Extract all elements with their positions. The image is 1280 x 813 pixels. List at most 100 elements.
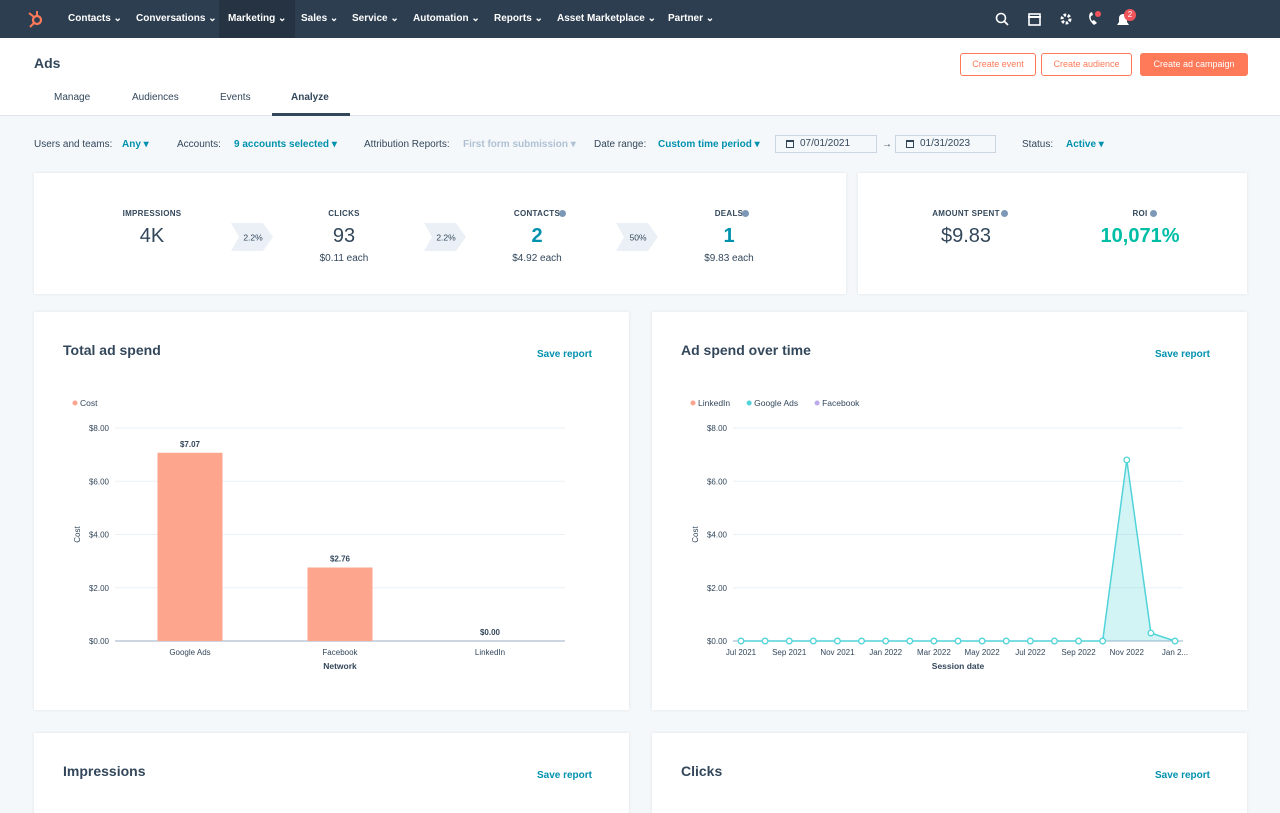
rate-label: 2.2% [243, 233, 263, 243]
tab[interactable]: Manage [54, 92, 91, 103]
date-input[interactable]: 01/31/2023 [895, 135, 996, 153]
metric-value: 10,071% [1100, 225, 1180, 247]
metric-sub: $9.83 each [704, 253, 754, 264]
x-tick-label: Sep 2022 [1061, 648, 1096, 657]
filter-value[interactable]: Custom time period ▾ [658, 139, 760, 150]
date-input[interactable]: 07/01/2021 [775, 135, 877, 153]
marker [858, 637, 866, 645]
nav-item[interactable]: Service ⌄ [352, 13, 399, 24]
y-tick-label: $6.00 [707, 477, 728, 486]
chart: $0.00 $2.00 $4.00 $6.00 $8.00 LinkedIn Google … [690, 398, 1188, 671]
info-icon [742, 210, 749, 217]
metric-value: $9.83 [940, 225, 992, 247]
metric-sub: $0.11 each [319, 253, 369, 264]
info-icon [1150, 210, 1157, 217]
chart-title: Total ad spend [63, 342, 161, 358]
metric-label: ROI [1132, 209, 1148, 218]
rate-chevron: 2.2% [231, 223, 273, 251]
x-axis-label: Network [323, 661, 357, 671]
rate-chevron: 2.2% [424, 223, 466, 251]
filter-value[interactable]: 9 accounts selected ▾ [234, 139, 337, 150]
header-button[interactable]: Create ad campaign [1140, 53, 1248, 76]
header-button[interactable]: Create audience [1041, 53, 1132, 76]
nav-item[interactable]: Contacts ⌄ [68, 13, 122, 24]
report-card: Clicks Save report [652, 733, 1247, 813]
marker [930, 637, 938, 645]
nav-item[interactable]: Partner ⌄ [668, 13, 715, 24]
metric-value: 93 [332, 225, 356, 247]
y-tick-label: $0.00 [707, 637, 728, 646]
top-nav: 2 Contacts ⌄ Conversations ⌄ Marketing ⌄ Sa… [0, 0, 1280, 38]
metric-value: 1 [723, 225, 735, 247]
chevron-shape [231, 223, 273, 251]
legend-swatch [814, 400, 820, 406]
data-label: $0.00 [480, 628, 501, 637]
chart-card: Ad spend over time Save report $0.00 $2.00 $… [652, 312, 1247, 710]
legend-swatch [690, 400, 696, 406]
tab[interactable]: Audiences [132, 92, 179, 103]
metric-label: CLICKS [328, 209, 360, 218]
header-button[interactable]: Create event [960, 53, 1036, 76]
save-report[interactable]: Save report [1154, 770, 1210, 781]
chart: $0.00 $2.00 $4.00 $6.00 $8.00 Cost Cost Network… [72, 398, 565, 671]
nav-item[interactable]: Conversations ⌄ [136, 13, 217, 24]
marker [906, 637, 914, 645]
legend-label: Google Ads [754, 398, 798, 408]
marker [809, 637, 817, 645]
metric-value: 2 [531, 225, 543, 247]
card-title: Impressions [63, 763, 146, 779]
marker [785, 637, 793, 645]
filter-value[interactable]: Active ▾ [1066, 139, 1104, 150]
save-report[interactable]: Save report [1154, 349, 1210, 360]
x-axis-label: Session date [932, 661, 985, 671]
data-label: $2.76 [330, 555, 351, 564]
nav-item[interactable]: Sales ⌄ [301, 13, 339, 24]
y-tick-label: $0.00 [89, 637, 110, 646]
x-tick-label: Jan 2... [1162, 648, 1188, 657]
nav-icons[interactable] [990, 9, 1140, 31]
marker [882, 637, 890, 645]
filter-label: Date range: [594, 139, 647, 150]
marker [1147, 629, 1155, 637]
x-tick-label: Nov 2021 [820, 648, 855, 657]
x-tick-label: Mar 2022 [917, 648, 951, 657]
filter-value[interactable]: First form submission ▾ [463, 139, 576, 150]
info-icon [559, 210, 566, 217]
marker [1075, 637, 1083, 645]
x-tick-label: Google Ads [169, 648, 210, 657]
marker [978, 637, 986, 645]
marker [954, 637, 962, 645]
y-tick-label: $4.00 [89, 531, 110, 540]
tab[interactable]: Analyze [291, 92, 329, 103]
legend-swatch [72, 400, 78, 406]
info-icon [1001, 210, 1008, 217]
save-report[interactable]: Save report [536, 770, 592, 781]
filter-label: Status: [1022, 139, 1054, 150]
legend-label: Cost [80, 398, 98, 408]
marker [1123, 456, 1131, 464]
y-axis-label: Cost [691, 526, 700, 543]
save-report[interactable]: Save report [536, 349, 592, 360]
x-tick-label: Sep 2021 [772, 648, 807, 657]
y-tick-label: $8.00 [707, 424, 728, 433]
x-tick-label: Jul 2022 [1015, 648, 1046, 657]
filter-value[interactable]: Any ▾ [122, 139, 149, 150]
filter-label: Attribution Reports: [364, 139, 450, 150]
nav-item[interactable]: Asset Marketplace ⌄ [557, 13, 656, 24]
notification-badge: 2 [1124, 9, 1136, 21]
legend-label: Facebook [822, 398, 860, 408]
chevron-shape [424, 223, 466, 251]
x-tick-label: LinkedIn [475, 648, 505, 657]
nav-item[interactable]: Reports ⌄ [494, 13, 543, 24]
nav-item[interactable]: Marketing ⌄ [219, 0, 296, 38]
tab[interactable]: Events [220, 92, 251, 103]
logo[interactable] [26, 9, 46, 29]
rate-label: 2.2% [436, 233, 456, 243]
nav-item[interactable]: Automation ⌄ [413, 13, 480, 24]
x-tick-label: Jul 2021 [726, 648, 757, 657]
rate-label: 50% [629, 233, 646, 243]
funnel-card: IMPRESSIONS 4K CLICKS 93 $0.11 each CONTACTS 2… [34, 173, 846, 294]
marker [833, 637, 841, 645]
arrow: → [882, 139, 892, 150]
